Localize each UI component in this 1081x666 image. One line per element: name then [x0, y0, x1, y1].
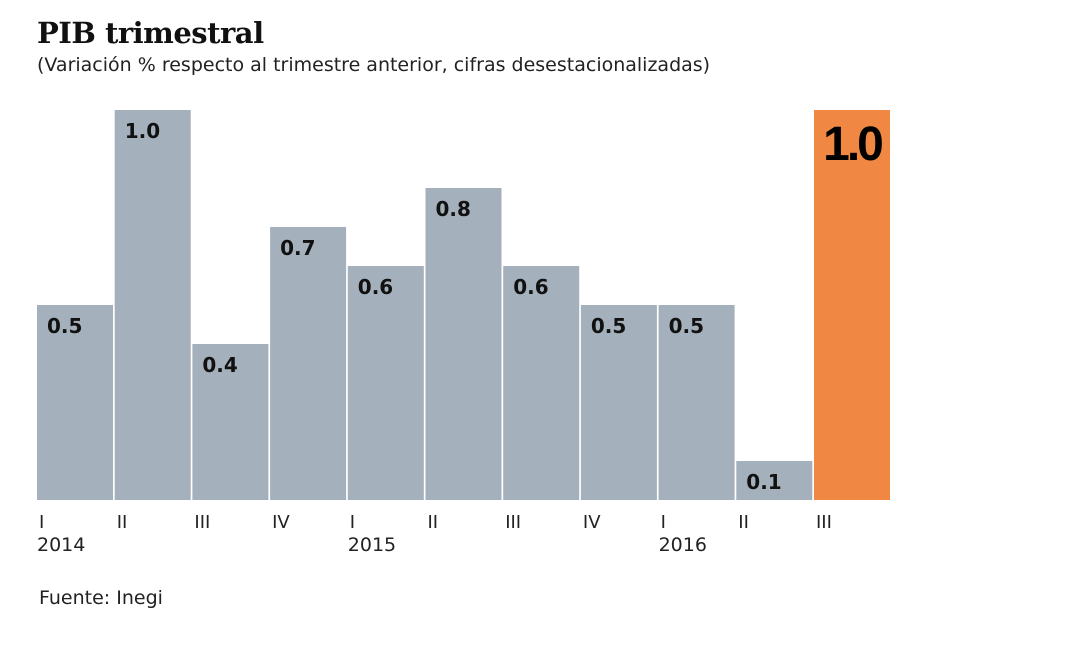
x-tick-label: I — [350, 512, 355, 533]
bar — [192, 344, 269, 500]
bar-chart: 0.5I1.0II0.4III0.7IV0.6I0.8II0.6III0.5IV… — [37, 110, 890, 556]
data-label: 0.6 — [513, 275, 548, 299]
year-label: 2015 — [348, 534, 396, 556]
data-label: 0.8 — [436, 197, 471, 221]
chart-title: PIB trimestral — [37, 16, 264, 50]
data-label: 0.5 — [669, 314, 704, 338]
data-label: 0.5 — [47, 314, 82, 338]
bar — [736, 461, 813, 500]
data-label: 1.0 — [823, 118, 882, 171]
x-tick-label: II — [117, 512, 128, 533]
data-label: 1.0 — [125, 119, 160, 143]
data-label: 0.1 — [746, 470, 781, 494]
chart-subtitle: (Variación % respecto al trimestre anter… — [37, 54, 711, 76]
bar — [347, 266, 424, 500]
x-tick-label: III — [816, 512, 832, 533]
source-note: Fuente: Inegi — [39, 587, 163, 609]
data-label: 0.7 — [280, 236, 315, 260]
bar — [425, 188, 502, 500]
bar — [814, 110, 890, 500]
x-tick-label: IV — [272, 512, 290, 533]
bar — [658, 305, 735, 500]
bar — [580, 305, 657, 500]
bar — [270, 227, 347, 500]
year-label: 2014 — [37, 534, 85, 556]
x-tick-label: II — [738, 512, 749, 533]
data-label: 0.6 — [358, 275, 393, 299]
x-tick-label: IV — [583, 512, 601, 533]
x-tick-label: III — [194, 512, 210, 533]
bar — [37, 305, 113, 500]
x-tick-label: III — [505, 512, 521, 533]
x-tick-label: I — [39, 512, 44, 533]
year-label: 2016 — [659, 534, 707, 556]
bar — [114, 110, 191, 500]
x-tick-label: II — [428, 512, 439, 533]
x-tick-label: I — [661, 512, 666, 533]
bar — [503, 266, 580, 500]
data-label: 0.5 — [591, 314, 626, 338]
data-label: 0.4 — [202, 353, 237, 377]
